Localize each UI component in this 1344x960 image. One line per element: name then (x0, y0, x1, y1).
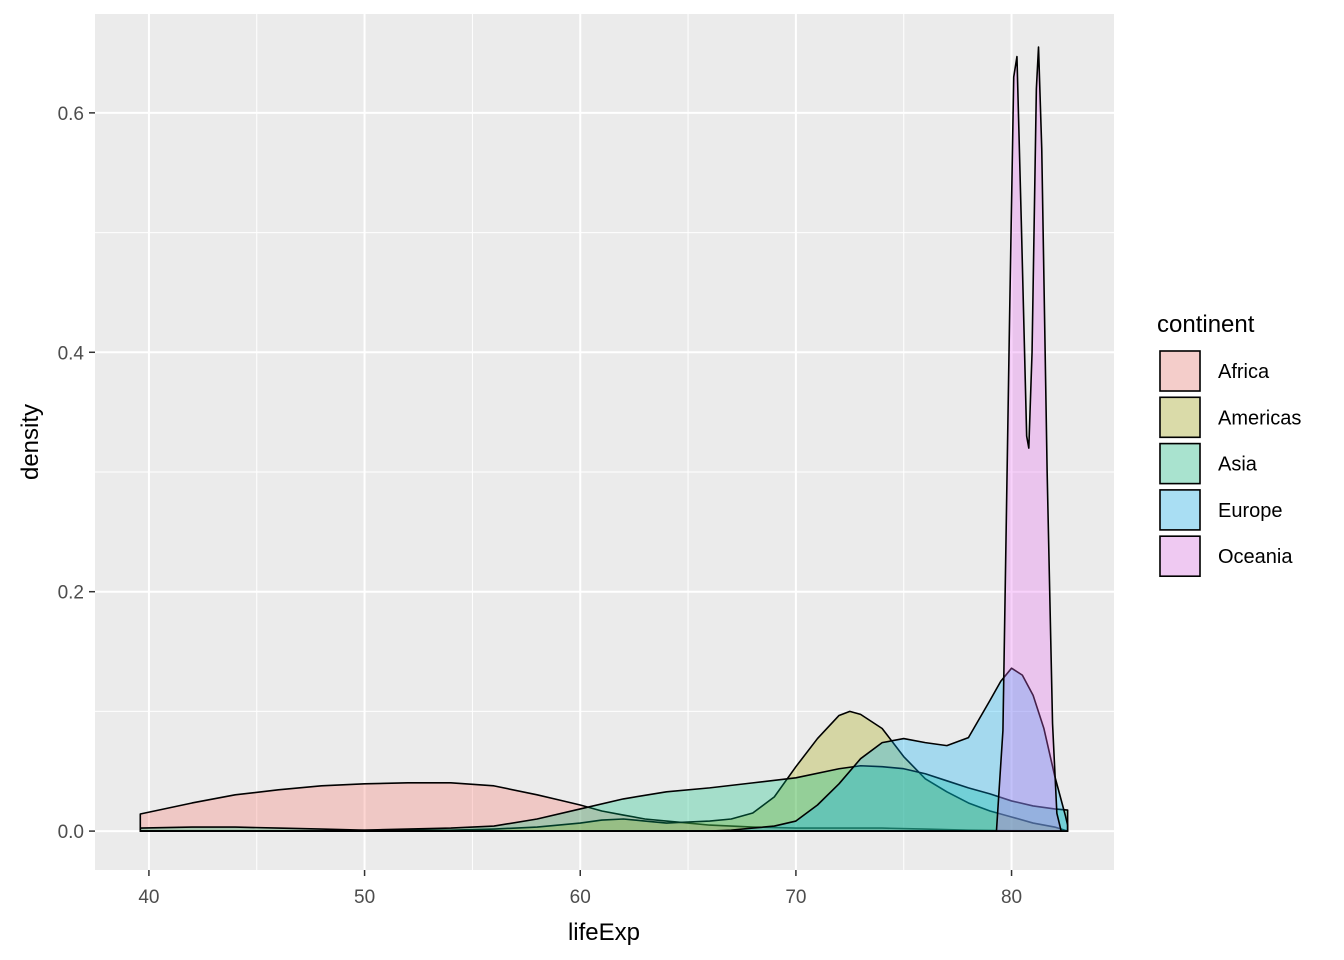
x-axis: 40 50 60 70 80 (138, 870, 1022, 908)
legend-label-asia: Asia (1218, 454, 1258, 476)
density-area-americas (139, 710, 1069, 832)
legend-swatch-americas (1159, 396, 1201, 439)
x-axis-title: lifeExp (568, 919, 640, 946)
legend-title: continent (1157, 311, 1255, 338)
legend-label-africa: Africa (1218, 361, 1270, 383)
legend-key-bg (1159, 350, 1201, 392)
y-tick-label: 0.0 (58, 822, 84, 843)
legend-label-oceania: Oceania (1218, 546, 1293, 568)
x-tick-label: 40 (138, 887, 159, 908)
density-area-africa (139, 782, 1069, 832)
legend-swatch-africa (1159, 350, 1201, 392)
x-tick-label: 80 (1001, 887, 1022, 908)
x-tick-label: 50 (354, 887, 375, 908)
x-tick-label: 70 (785, 887, 806, 908)
y-tick-label: 0.4 (58, 343, 85, 364)
legend: continent Africa Americas Asia Europe Oceani… (1157, 311, 1301, 578)
y-tick-label: 0.6 (58, 104, 84, 125)
legend-swatch-europe (1159, 489, 1201, 531)
y-tick-label: 0.2 (58, 583, 84, 604)
y-axis: 0.0 0.2 0.4 0.6 (58, 104, 95, 843)
panel-background (95, 14, 1114, 870)
legend-label-americas: Americas (1218, 407, 1301, 429)
legend-key-bg (1159, 488, 1201, 531)
grid-minor (95, 14, 1114, 870)
density-area-oceania (139, 46, 1062, 832)
legend-key-bg (1159, 535, 1201, 578)
grid-major (95, 14, 1114, 870)
legend-key-bg (1159, 396, 1201, 439)
x-tick-label: 60 (570, 887, 591, 908)
legend-swatch-asia (1159, 442, 1201, 485)
legend-label-europe: Europe (1218, 500, 1283, 522)
density-series (139, 46, 1069, 832)
density-area-asia (139, 764, 1069, 832)
legend-swatch-oceania (1159, 535, 1201, 578)
legend-key-bg (1159, 442, 1201, 485)
y-axis-title: density (17, 404, 44, 480)
